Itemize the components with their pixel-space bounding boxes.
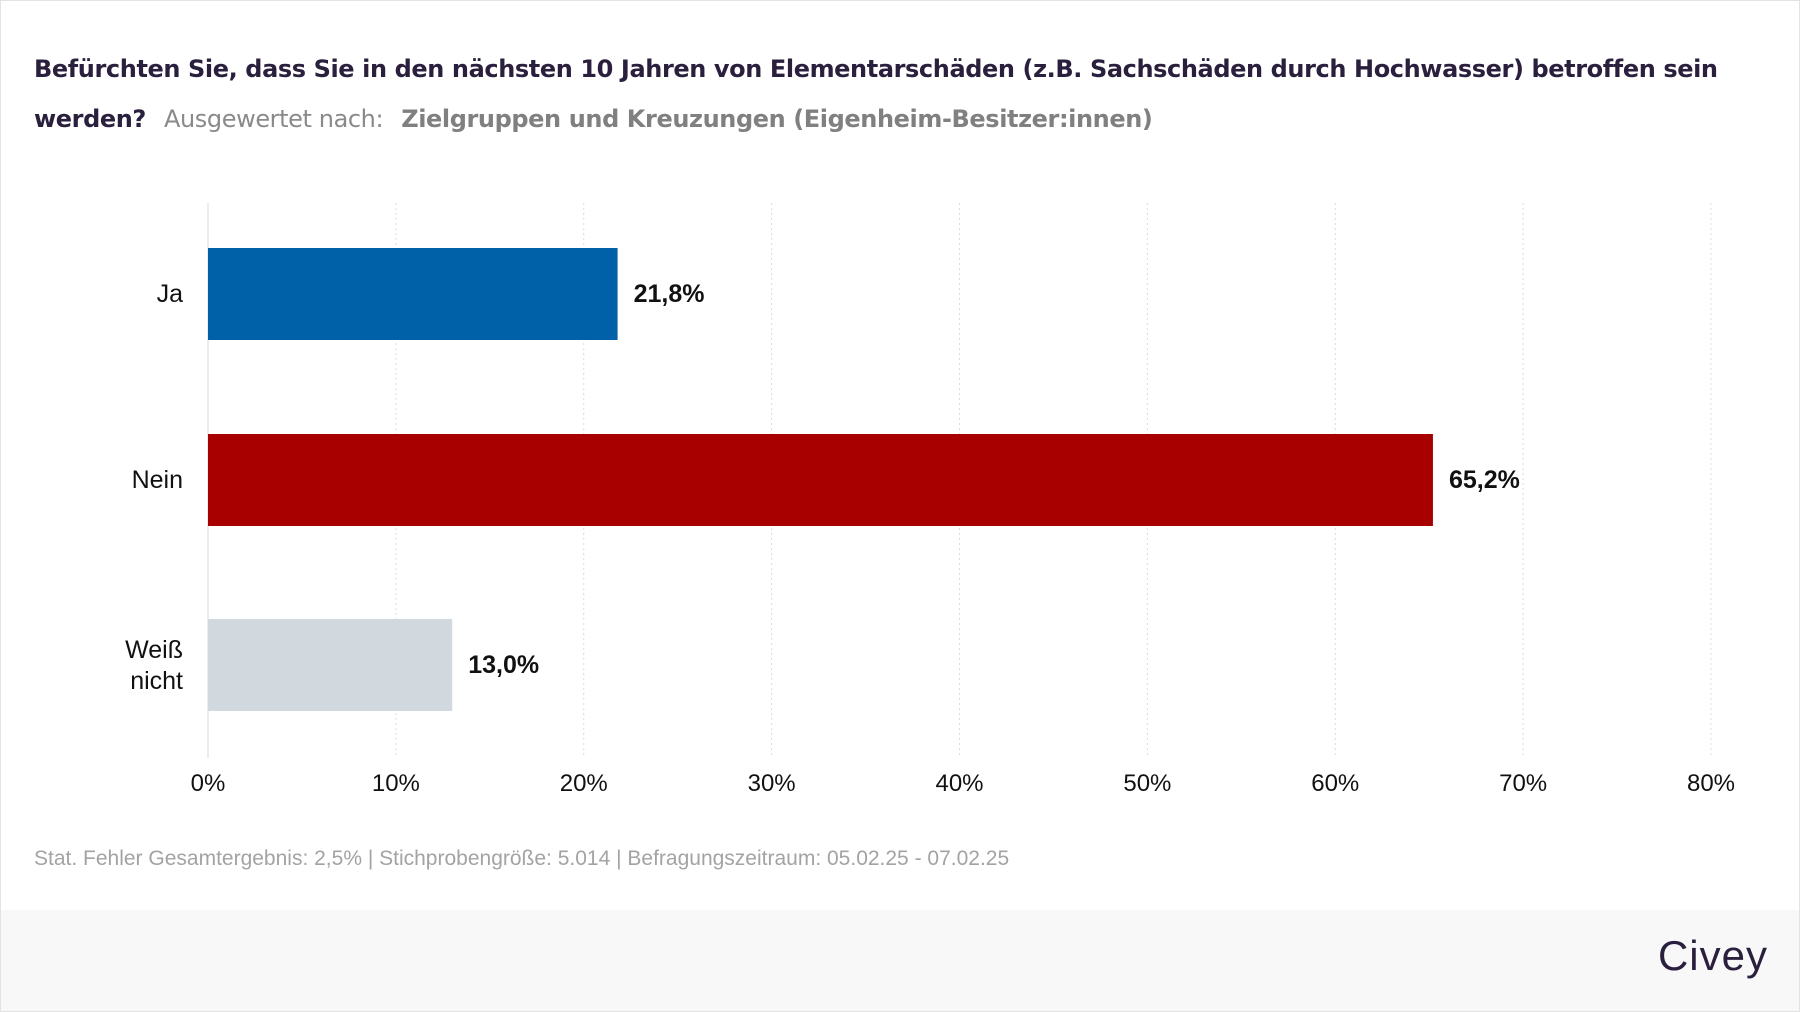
value-label: 21,8% [634, 280, 705, 308]
value-label: 65,2% [1449, 466, 1520, 494]
bar-chart: 0% 10% 20% 30% 40% 50% 60% 70% 80% 21,8% Ja 65,2% Ne… [125, 203, 1735, 797]
civey-logo: Civey [1657, 932, 1768, 979]
x-tick-label: 50% [1123, 770, 1171, 797]
x-tick-label: 60% [1311, 770, 1359, 797]
x-tick-label: 80% [1687, 770, 1735, 797]
category-label: Ja [157, 280, 184, 308]
x-tick-label: 20% [560, 770, 608, 797]
x-tick-label: 40% [935, 770, 983, 797]
category-label: Nein [132, 466, 183, 494]
x-tick-label: 10% [372, 770, 420, 797]
footer-stats: Stat. Fehler Gesamtergebnis: 2,5% | Stic… [34, 847, 1010, 870]
x-tick-label: 70% [1499, 770, 1547, 797]
subtitle-label: Ausgewertet nach: [163, 105, 384, 133]
value-label: 13,0% [468, 651, 539, 679]
title-text: Befürchten Sie, dass Sie in den nächsten… [34, 55, 1718, 133]
bar-weiß-nicht [208, 619, 453, 711]
subtitle-value: Zielgruppen und Kreuzungen (Eigenheim-Be… [401, 105, 1153, 133]
bar-nein [208, 434, 1433, 526]
chart-title: Befürchten Sie, dass Sie in den nächsten… [34, 44, 1754, 144]
x-tick-label: 30% [748, 770, 796, 797]
category-label: Weiß nicht [125, 636, 183, 695]
x-tick-label: 0% [191, 770, 226, 797]
bar-ja [208, 248, 618, 340]
footer-band [1, 910, 1799, 1011]
